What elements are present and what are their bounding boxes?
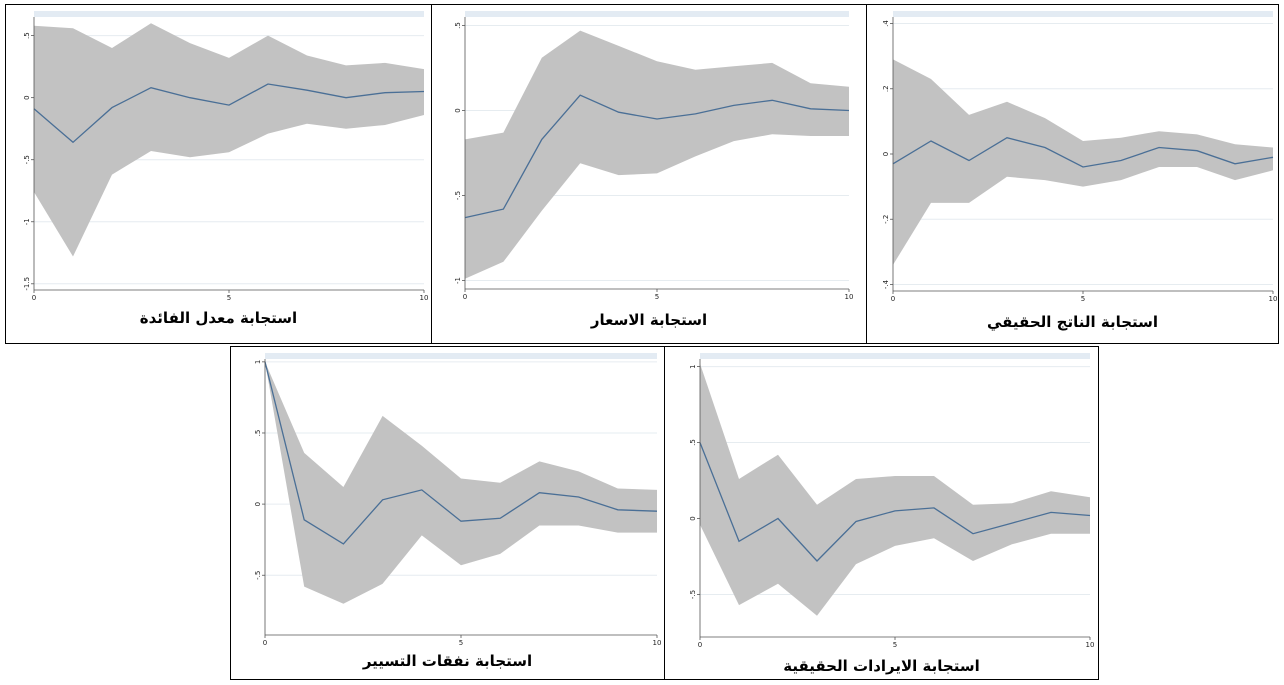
chart-panel-prices: .5 0 -.5 -1 0 5 10 استجابة الاسعار (431, 4, 867, 344)
chart-panel-operating-expenditure: 1 .5 0 -.5 0 5 10 استجابة نفقات التسيير (230, 346, 665, 680)
prices-ytick-label-3: -1 (454, 277, 462, 284)
real-revenues-xtick-label-0: 0 (698, 641, 702, 649)
operating-expenditure-xtick-label-1: 5 (459, 639, 463, 647)
chart-title-real-output: استجابة الناتج الحقيقي (986, 313, 1159, 331)
operating-expenditure-ytick-label-0: 1 (254, 360, 262, 364)
prices-xtick-label-2: 10 (845, 293, 854, 301)
operating-expenditure-xtick-label-2: 10 (653, 639, 662, 647)
interest-rate-ytick-label-4: -1.5 (23, 277, 31, 291)
real-output-ytick-label-0: .4 (882, 20, 890, 27)
real-revenues-xtick-label-2: 10 (1086, 641, 1095, 649)
chart-svg-interest-rate: .50-.5-1-1.50 5 10 (23, 11, 429, 302)
operating-expenditure-ytick-label-3: -.5 (254, 571, 262, 580)
chart-panel-real-revenues: 1 .5 0 -.5 0 5 10 استجابة الايرادات الحقيقية (664, 346, 1099, 680)
real-output-ytick-label-1: .2 (882, 85, 890, 92)
real-output-ytick-label-2: 0 (882, 152, 890, 156)
operating-expenditure-ytick-label-1: .5 (254, 430, 262, 437)
interest-rate-xtick-label-2: 10 (420, 294, 429, 302)
interest-rate-xtick-label-1: 5 (227, 294, 231, 302)
chart-panel-interest-rate: .5 0 -.5 -1 -1.5 0 5 10 استجابة معدل الفائدة (5, 4, 432, 344)
operating-expenditure-confidence-band (265, 361, 657, 604)
prices-top-strip (465, 11, 849, 17)
real-revenues-xtick-label-1: 5 (893, 641, 897, 649)
interest-rate-xtick-label-0: 0 (32, 294, 36, 302)
real-output-irf-line (892, 137, 1274, 168)
real-output-ytick-label-4: -.4 (882, 279, 890, 289)
interest-rate-ytick-label-0: .5 (23, 32, 31, 39)
operating-expenditure-top-strip (265, 353, 657, 359)
prices-confidence-band (465, 30, 849, 279)
prices-ytick-label-2: -.5 (454, 191, 462, 200)
chart-title-real-revenues: استجابة الايرادات الحقيقية (783, 657, 980, 675)
chart-svg-prices: .5 0 -.5 -1 0 5 10 (454, 11, 854, 301)
real-output-confidence-band (893, 59, 1273, 265)
prices-xtick-label-1: 5 (655, 293, 659, 301)
chart-svg-real-revenues: 1 .5 0 -.5 0 5 10 (689, 353, 1095, 649)
prices-ytick-label-0: .5 (454, 22, 462, 29)
real-output-xtick-label-0: 0 (891, 295, 895, 303)
real-output-xtick-label-1: 5 (1081, 295, 1085, 303)
real-revenues-irf-line (699, 442, 1091, 562)
prices-xtick-label-0: 0 (463, 293, 467, 301)
prices-irf-line (464, 94, 850, 219)
real-revenues-top-strip (700, 353, 1090, 359)
operating-expenditure-irf-line (264, 361, 658, 545)
interest-rate-ytick-label-3: -1 (23, 218, 31, 225)
chart-panel-real-output: .4.2 0 -.2 -.4 0 5 10 استجابة الناتج الحقيقي (866, 4, 1279, 344)
chart-title-operating-expenditure: استجابة نفقات التسيير (362, 652, 533, 670)
real-revenues-ytick-label-1: .5 (689, 439, 697, 446)
operating-expenditure-xtick-label-0: 0 (263, 639, 267, 647)
real-output-ytick-label-3: -.2 (882, 215, 890, 224)
interest-rate-ytick-label-2: -.5 (23, 155, 31, 164)
operating-expenditure-ytick-label-2: 0 (254, 502, 262, 506)
real-revenues-ytick-label-0: 1 (689, 364, 697, 368)
chart-title-prices: استجابة الاسعار (590, 311, 708, 329)
real-revenues-confidence-band (700, 363, 1090, 616)
real-output-top-strip (893, 11, 1273, 17)
interest-rate-ytick-label-1: 0 (23, 95, 31, 99)
real-revenues-ytick-label-2: 0 (689, 516, 697, 520)
interest-rate-irf-line (33, 83, 425, 144)
real-output-xtick-label-2: 10 (1269, 295, 1278, 303)
real-revenues-ytick-label-3: -.5 (689, 590, 697, 599)
chart-title-interest-rate: استجابة معدل الفائدة (139, 309, 298, 327)
chart-svg-operating-expenditure: 1 .5 0 -.5 0 5 10 (254, 353, 662, 647)
chart-svg-real-output: .4.20-.2-.40 5 10 (882, 11, 1278, 303)
interest-rate-top-strip (34, 11, 424, 17)
interest-rate-confidence-band (34, 23, 424, 257)
prices-ytick-label-1: 0 (454, 108, 462, 112)
